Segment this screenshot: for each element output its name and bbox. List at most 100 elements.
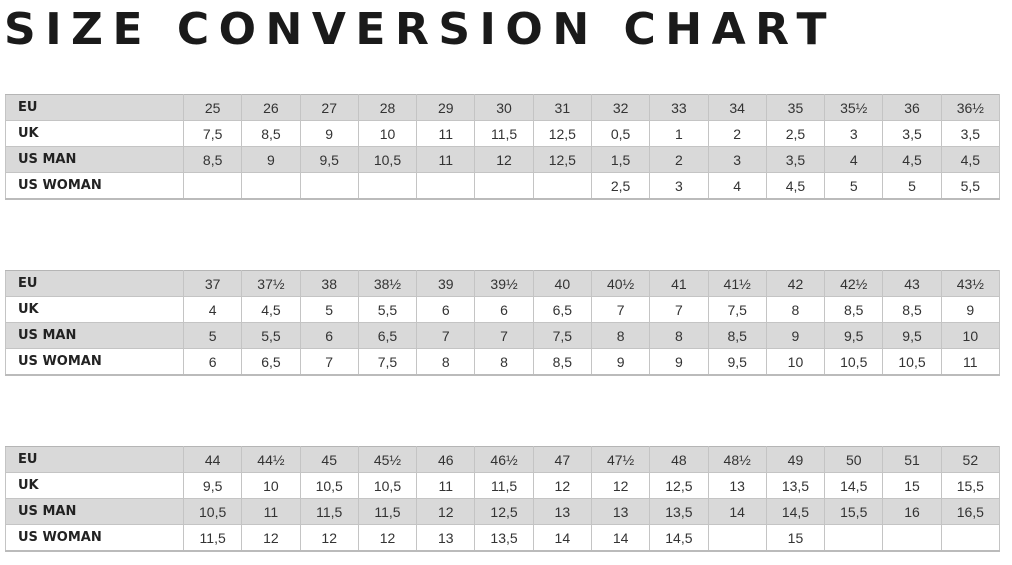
table-cell: 5,5 xyxy=(357,296,418,323)
table-cell: 12,5 xyxy=(532,120,592,147)
table-cell: 43½ xyxy=(940,270,1001,297)
row-label: UK xyxy=(5,120,184,147)
table-row: US WOMAN 2,5 3 4 4,5 5 5 5,5 xyxy=(5,172,1001,200)
table-cell: 48 xyxy=(649,446,709,473)
table-cell: 14 xyxy=(590,524,651,552)
table-cell: 35 xyxy=(765,94,826,121)
size-table-2: EU 37 37½ 38 38½ 39 39½ 40 40½ 41 41½ 42 42½ 43 43½ UK 4… xyxy=(5,270,1001,376)
table-cell: 4 xyxy=(182,296,243,323)
table-cell: 12,5 xyxy=(649,472,709,499)
table-cell: 10,5 xyxy=(357,472,418,499)
table-cell: 12 xyxy=(416,498,476,525)
table-cell xyxy=(474,172,534,200)
table-cell: 10,5 xyxy=(299,472,359,499)
table-cell: 9 xyxy=(940,296,1001,323)
size-table-3: EU 44 44½ 45 45½ 46 46½ 47 47½ 48 48½ 49 50 51 52 UK 9,5… xyxy=(5,446,1001,552)
table-cell: 37½ xyxy=(241,270,301,297)
table-cell: 38 xyxy=(299,270,359,297)
table-cell: 47 xyxy=(532,446,592,473)
table-cell: 5 xyxy=(882,172,942,200)
table-cell: 11 xyxy=(416,146,476,173)
table-cell: 13 xyxy=(707,472,767,499)
table-cell: 9 xyxy=(241,146,301,173)
table-cell: 30 xyxy=(474,94,534,121)
table-cell: 12 xyxy=(474,146,534,173)
table-cell xyxy=(182,172,243,200)
table-cell: 11 xyxy=(940,348,1001,376)
table-cell: 5 xyxy=(299,296,359,323)
table-cell: 46½ xyxy=(474,446,534,473)
table-cell: 11,5 xyxy=(474,120,534,147)
table-cell: 50 xyxy=(824,446,884,473)
page-title: SIZE CONVERSION CHART xyxy=(4,4,837,55)
table-cell: 35½ xyxy=(824,94,884,121)
table-cell: 13 xyxy=(532,498,592,525)
table-cell xyxy=(532,172,592,200)
table-cell: 43 xyxy=(882,270,942,297)
table-cell: 8,5 xyxy=(182,146,243,173)
table-cell: 3,5 xyxy=(765,146,826,173)
row-label: US MAN xyxy=(5,146,184,173)
table-cell: 15 xyxy=(765,524,826,552)
row-label: EU xyxy=(5,94,184,121)
table-cell: 6,5 xyxy=(241,348,301,376)
table-cell: 7 xyxy=(299,348,359,376)
table-cell: 15,5 xyxy=(824,498,884,525)
table-cell: 25 xyxy=(182,94,243,121)
table-cell: 6 xyxy=(474,296,534,323)
table-cell: 6,5 xyxy=(532,296,592,323)
table-cell: 10,5 xyxy=(824,348,884,376)
table-cell: 9,5 xyxy=(299,146,359,173)
table-cell: 42 xyxy=(765,270,826,297)
table-cell xyxy=(416,172,476,200)
table-cell: 9 xyxy=(590,348,651,376)
table-cell: 14,5 xyxy=(765,498,826,525)
table-cell: 12 xyxy=(590,472,651,499)
table-cell: 11,5 xyxy=(299,498,359,525)
table-cell: 46 xyxy=(416,446,476,473)
table-cell: 2,5 xyxy=(765,120,826,147)
table-row: EU 37 37½ 38 38½ 39 39½ 40 40½ 41 41½ 42 42½ 43 43½ xyxy=(5,270,1001,297)
table-cell: 45 xyxy=(299,446,359,473)
table-cell: 2 xyxy=(707,120,767,147)
table-cell: 14,5 xyxy=(824,472,884,499)
table-row: EU 44 44½ 45 45½ 46 46½ 47 47½ 48 48½ 49 50 51 52 xyxy=(5,446,1001,473)
table-cell: 27 xyxy=(299,94,359,121)
table-cell: 0,5 xyxy=(590,120,651,147)
table-cell: 37 xyxy=(182,270,243,297)
table-cell: 29 xyxy=(416,94,476,121)
table-cell: 32 xyxy=(590,94,651,121)
table-cell: 34 xyxy=(707,94,767,121)
table-cell: 9 xyxy=(649,348,709,376)
table-cell: 3 xyxy=(649,172,709,200)
table-cell: 3,5 xyxy=(940,120,1001,147)
table-cell: 10,5 xyxy=(882,348,942,376)
table-cell: 6 xyxy=(416,296,476,323)
table-cell: 7 xyxy=(590,296,651,323)
table-cell: 8,5 xyxy=(824,296,884,323)
table-cell: 6 xyxy=(299,322,359,349)
table-cell: 7,5 xyxy=(182,120,243,147)
table-cell: 15,5 xyxy=(940,472,1001,499)
table-cell: 3 xyxy=(707,146,767,173)
table-cell: 13 xyxy=(590,498,651,525)
table-cell: 7,5 xyxy=(707,296,767,323)
table-cell: 13,5 xyxy=(474,524,534,552)
table-cell: 51 xyxy=(882,446,942,473)
table-cell: 8,5 xyxy=(707,322,767,349)
table-cell: 38½ xyxy=(357,270,418,297)
table-row: US MAN 10,5 11 11,5 11,5 12 12,5 13 13 13,5 14 14,5… xyxy=(5,498,1001,525)
table-cell: 41 xyxy=(649,270,709,297)
table-cell: 7 xyxy=(649,296,709,323)
table-cell: 14,5 xyxy=(649,524,709,552)
table-cell: 4 xyxy=(707,172,767,200)
table-cell: 47½ xyxy=(590,446,651,473)
table-cell: 4 xyxy=(824,146,884,173)
table-cell: 49 xyxy=(765,446,826,473)
table-cell: 12,5 xyxy=(532,146,592,173)
table-cell: 26 xyxy=(241,94,301,121)
table-cell: 44½ xyxy=(241,446,301,473)
table-cell: 11 xyxy=(416,472,476,499)
table-cell: 40½ xyxy=(590,270,651,297)
table-cell: 3,5 xyxy=(882,120,942,147)
